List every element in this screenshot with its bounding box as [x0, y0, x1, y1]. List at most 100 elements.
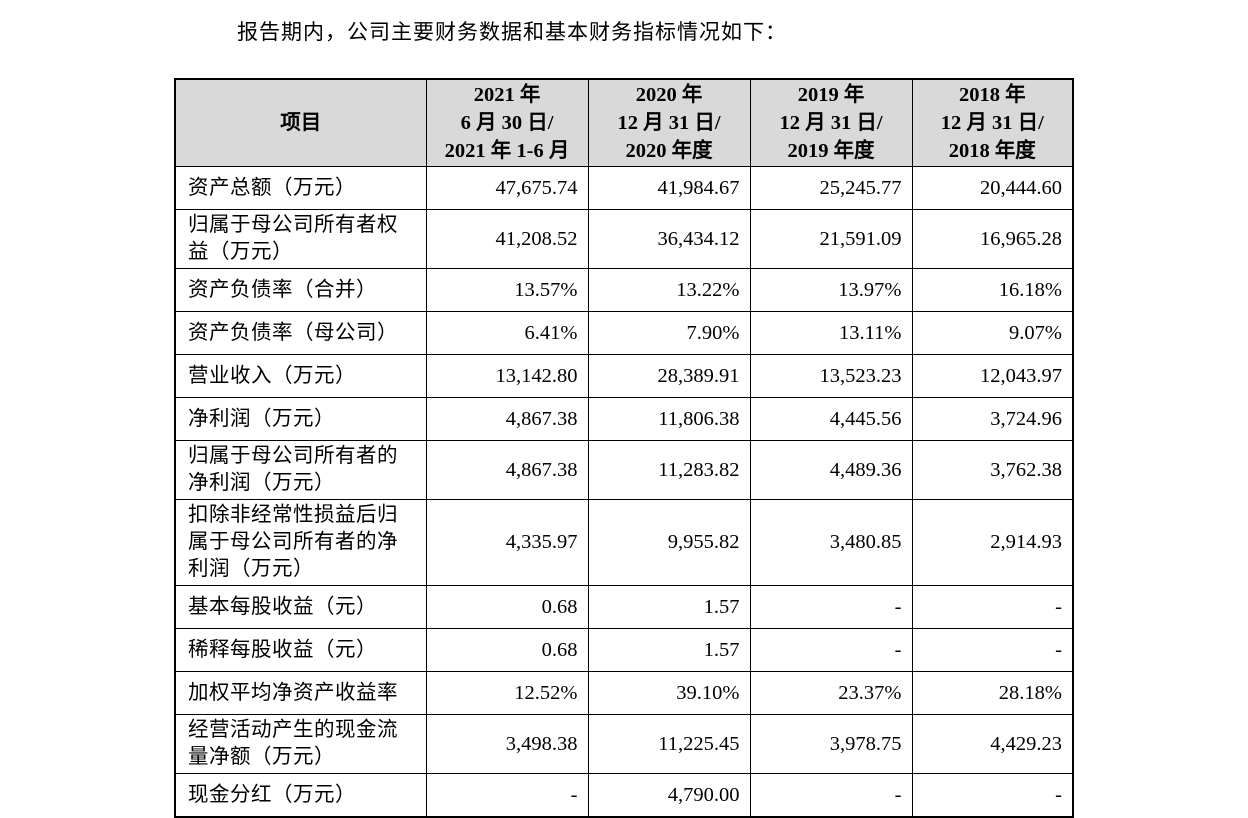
value-cell: 13,142.80: [425, 354, 589, 398]
value-cell: 13.57%: [425, 268, 589, 312]
value-cell: 21,591.09: [749, 209, 913, 269]
value-cell: 3,480.85: [749, 499, 913, 586]
table-row: 基本每股收益（元） 0.68 1.57- -: [174, 585, 1074, 629]
header-cell: 2020 年 12 月 31 日/2020 年度: [587, 78, 751, 167]
table-row: 营业收入（万元） 13,142.80 28,389.91 13,523.23 12,04…: [174, 354, 1074, 398]
value-cell: 20,444.60: [911, 166, 1074, 210]
value-cell: 41,208.52: [425, 209, 589, 269]
value-cell: 1.57: [587, 585, 751, 629]
row-label: 资产总额（万元）: [174, 166, 427, 210]
value-cell: 11,225.45: [587, 714, 751, 774]
table-body: 资产总额（万元） 47,675.74 41,984.67 25,245.77 20,44…: [174, 166, 1074, 818]
value-cell: -: [911, 628, 1074, 672]
value-cell: 3,498.38: [425, 714, 589, 774]
value-cell: 4,445.56: [749, 397, 913, 441]
header-line: 2021 年 1-6 月: [444, 140, 570, 162]
value-cell: -: [425, 773, 589, 818]
table-row: 归属于母公司所有者权益（万元） 41,208.52 36,434.12 21,591.…: [174, 209, 1074, 269]
value-cell: 28.18%: [911, 671, 1074, 715]
value-cell: 3,724.96: [911, 397, 1074, 441]
row-label: 资产负债率（合并）: [174, 268, 427, 312]
row-label: 净利润（万元）: [174, 397, 427, 441]
table-row: 归属于母公司所有者的净利润（万元） 4,867.38 11,283.82 4,489.…: [174, 440, 1074, 500]
header-line: 12 月 31 日/: [779, 112, 883, 134]
value-cell: 13.97%: [749, 268, 913, 312]
header-line: 6 月 30 日/: [460, 112, 554, 134]
row-label: 归属于母公司所有者的净利润（万元）: [174, 440, 427, 500]
header-cell: 2018 年 12 月 31 日/2018 年度: [911, 78, 1074, 167]
row-label: 加权平均净资产收益率: [174, 671, 427, 715]
value-cell: 25,245.77: [749, 166, 913, 210]
financial-table: 项目 2021 年 6 月 30 日/2021 年 1-6 月 2020 年 12 月 …: [174, 78, 1074, 818]
row-label: 归属于母公司所有者权益（万元）: [174, 209, 427, 269]
header-line: 2019 年度: [787, 140, 875, 162]
table-row: 资产负债率（母公司） 6.41% 7.90% 13.11% 9.07%: [174, 311, 1074, 355]
value-cell: 23.37%: [749, 671, 913, 715]
value-cell: 13.22%: [587, 268, 751, 312]
row-label: 现金分红（万元）: [174, 773, 427, 818]
header-line: 2019 年: [797, 84, 865, 106]
table-row: 资产负债率（合并） 13.57% 13.22% 13.97% 16.18%: [174, 268, 1074, 312]
value-cell: 13,523.23: [749, 354, 913, 398]
value-cell: 4,790.00: [587, 773, 751, 818]
header-line: 项目: [280, 112, 322, 134]
row-label: 资产负债率（母公司）: [174, 311, 427, 355]
row-label: 稀释每股收益（元）: [174, 628, 427, 672]
value-cell: 3,762.38: [911, 440, 1074, 500]
value-cell: 1.57: [587, 628, 751, 672]
value-cell: 16.18%: [911, 268, 1074, 312]
header-line: 2021 年: [473, 84, 541, 106]
value-cell: 11,806.38: [587, 397, 751, 441]
table-row: 经营活动产生的现金流量净额（万元） 3,498.38 11,225.45 3,978.…: [174, 714, 1074, 774]
table-row: 资产总额（万元） 47,675.74 41,984.67 25,245.77 20,44…: [174, 166, 1074, 210]
value-cell: -: [749, 628, 913, 672]
value-cell: 4,489.36: [749, 440, 913, 500]
value-cell: 13.11%: [749, 311, 913, 355]
value-cell: -: [911, 585, 1074, 629]
value-cell: -: [749, 773, 913, 818]
value-cell: 3,978.75: [749, 714, 913, 774]
header-line: 12 月 31 日/: [617, 112, 721, 134]
value-cell: 4,867.38: [425, 440, 589, 500]
value-cell: 41,984.67: [587, 166, 751, 210]
value-cell: 4,335.97: [425, 499, 589, 586]
header-row: 项目 2021 年 6 月 30 日/2021 年 1-6 月 2020 年 12 月 …: [174, 78, 1074, 167]
table-row: 现金分红（万元） -4,790.00- -: [174, 773, 1074, 818]
value-cell: 12,043.97: [911, 354, 1074, 398]
value-cell: 6.41%: [425, 311, 589, 355]
value-cell: 9,955.82: [587, 499, 751, 586]
row-label: 扣除非经常性损益后归属于母公司所有者的净利润（万元）: [174, 499, 427, 586]
value-cell: 36,434.12: [587, 209, 751, 269]
value-cell: 0.68: [425, 585, 589, 629]
table-row: 扣除非经常性损益后归属于母公司所有者的净利润（万元） 4,335.97 9,955.…: [174, 499, 1074, 586]
value-cell: 7.90%: [587, 311, 751, 355]
row-label: 基本每股收益（元）: [174, 585, 427, 629]
header-cell: 2019 年 12 月 31 日/2019 年度: [749, 78, 913, 167]
value-cell: 11,283.82: [587, 440, 751, 500]
header-cell: 2021 年 6 月 30 日/2021 年 1-6 月: [425, 78, 589, 167]
intro-text: 报告期内，公司主要财务数据和基本财务指标情况如下：: [237, 20, 787, 44]
value-cell: 16,965.28: [911, 209, 1074, 269]
header-line: 2018 年: [958, 84, 1026, 106]
value-cell: 9.07%: [911, 311, 1074, 355]
value-cell: 2,914.93: [911, 499, 1074, 586]
table-row: 净利润（万元） 4,867.38 11,806.38 4,445.56 3,724.96: [174, 397, 1074, 441]
header-line: 2020 年度: [625, 140, 713, 162]
value-cell: 4,867.38: [425, 397, 589, 441]
row-label: 经营活动产生的现金流量净额（万元）: [174, 714, 427, 774]
value-cell: -: [749, 585, 913, 629]
value-cell: 28,389.91: [587, 354, 751, 398]
header-line: 2018 年度: [948, 140, 1036, 162]
row-label: 营业收入（万元）: [174, 354, 427, 398]
value-cell: -: [911, 773, 1074, 818]
value-cell: 47,675.74: [425, 166, 589, 210]
header-line: 12 月 31 日/: [940, 112, 1044, 134]
value-cell: 39.10%: [587, 671, 751, 715]
value-cell: 4,429.23: [911, 714, 1074, 774]
header-cell: 项目: [174, 78, 427, 167]
value-cell: 0.68: [425, 628, 589, 672]
table-row: 稀释每股收益（元） 0.68 1.57- -: [174, 628, 1074, 672]
header-line: 2020 年: [635, 84, 703, 106]
